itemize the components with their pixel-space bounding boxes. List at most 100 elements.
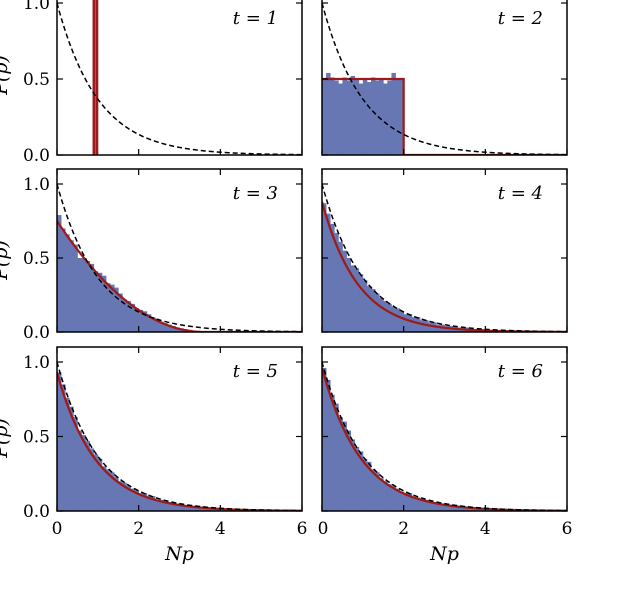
panel-t5-bar-21 — [146, 496, 156, 511]
panel-t5-bar-6 — [81, 435, 86, 511]
panel-t6-frame — [321, 346, 568, 512]
panel-t4-bar-19 — [399, 311, 405, 332]
panel-t2-bar-6 — [346, 80, 351, 155]
panel-t3-bar-25 — [159, 321, 164, 332]
panel-t4-bar-4 — [338, 241, 343, 332]
panel-t5-bar-19 — [134, 490, 140, 511]
panel-t3-bar-0 — [57, 215, 62, 332]
panel-t2-fit-curve — [322, 77, 567, 155]
panel-t6-bar-14 — [379, 478, 384, 511]
panel-t6-bar-18 — [395, 488, 400, 511]
panel-t3-bar-16 — [122, 299, 127, 332]
panel-t3-bar-27 — [167, 324, 172, 332]
panel-t2-bar-7 — [350, 75, 356, 155]
panel-t3-bar-20 — [138, 309, 144, 332]
panel-t3-bar-22 — [146, 314, 152, 332]
panel-t2-bar-8 — [354, 79, 360, 155]
panel-t3-bar-19 — [134, 308, 140, 332]
panel-t4-bar-18 — [395, 308, 400, 332]
panel-t1-plot-area — [57, 0, 302, 155]
panel-t6-bar-15 — [383, 481, 388, 511]
panel-t2-bar-19 — [399, 79, 405, 155]
panel-t6-bar-0 — [322, 367, 327, 511]
panel-t4-bar-20 — [403, 314, 413, 332]
panel-t5-plot-area — [57, 361, 302, 511]
panel-t1-ytick-label-1: 0.5 — [23, 70, 50, 90]
panel-t1-bar-0 — [92, 0, 99, 155]
panel-t5-bar-26 — [191, 506, 205, 511]
panel-t5-bar-12 — [106, 469, 111, 511]
panel-t6-xtick-label-1: 2 — [398, 519, 409, 539]
panel-t2-label: t = 2 — [498, 8, 543, 29]
panel-t5-ytick-label-0: 0.0 — [23, 502, 50, 522]
panel-t6-xtick-label-2: 4 — [480, 519, 491, 539]
panel-t2-bar-15 — [383, 83, 388, 155]
panel-t1-ytick-label-2: 1.0 — [23, 0, 50, 14]
panel-t3-bar-12 — [106, 283, 111, 332]
panel-t2-bar-3 — [334, 80, 339, 155]
panel-t6-bar-20 — [403, 493, 413, 511]
panel-t6-bar-21 — [411, 497, 421, 511]
panel-t3-bar-14 — [114, 287, 119, 332]
panel-t6-bar-3 — [334, 403, 339, 511]
panel-t3-bar-18 — [130, 303, 135, 332]
panel-t3-ytick-label-1: 0.5 — [23, 249, 50, 269]
panel-t5-bar-7 — [85, 440, 91, 511]
panel-t5-bar-3 — [69, 406, 74, 511]
panel-t2-bar-17 — [391, 72, 396, 155]
panel-t2-bar-18 — [395, 79, 400, 155]
panel-t6-bar-19 — [399, 491, 405, 511]
panel-t6-bar-17 — [391, 485, 396, 511]
panel-t4-frame — [321, 168, 568, 333]
panel-t1: 0.0 0.5 1.0 t = 1 — [23, 0, 303, 166]
panel-t3-bar-29 — [175, 327, 180, 332]
panel-t3-bar-15 — [118, 293, 123, 332]
panel-t4-bar-10 — [362, 280, 368, 332]
panel-t3-ytick-label-0: 0.0 — [23, 323, 50, 343]
panel-t6-xtick-label-3: 6 — [562, 519, 573, 539]
panel-t5-bar-0 — [57, 372, 62, 511]
panel-t4-bar-7 — [350, 265, 356, 332]
panel-t5-bar-11 — [101, 466, 107, 511]
panel-t3-bar-1 — [61, 228, 66, 332]
panel-t2-frame — [321, 0, 568, 156]
panel-t3-bar-2 — [65, 234, 70, 332]
panel-t4-bar-0 — [322, 203, 327, 332]
panel-t2-plot-area — [322, 2, 567, 155]
panel-t6-bar-11 — [366, 461, 372, 511]
panel-t3-ytick-label-2: 1.0 — [23, 175, 50, 195]
panel-t1-reference-curve — [57, 2, 302, 155]
panel-t5-bar-10 — [97, 458, 103, 511]
panel-t3-bar-5 — [77, 258, 82, 332]
y-axis-label-row-1: P(p) — [0, 55, 12, 96]
panel-t3-bar-17 — [126, 300, 131, 332]
panel-t5-bar-15 — [118, 481, 123, 511]
panel-t2-bar-13 — [375, 80, 380, 155]
panel-t3-bar-13 — [110, 284, 115, 332]
panel-t4-bar-22 — [420, 320, 429, 332]
panel-t3-label: t = 3 — [233, 183, 278, 204]
panel-t5-xtick-label-0: 0 — [52, 519, 63, 539]
panel-t4-bar-23 — [428, 322, 437, 332]
panel-t4-bar-17 — [391, 306, 396, 332]
panel-t4-bar-1 — [326, 213, 331, 332]
panel-t6-bar-7 — [350, 439, 356, 511]
panel-t5-xtick-label-3: 6 — [297, 519, 308, 539]
panel-t4-bar-16 — [387, 303, 392, 332]
panel-t5-bar-20 — [138, 493, 148, 511]
panel-t6: 0 2 4 6 t = 6 — [318, 346, 573, 539]
panel-t2-bar-9 — [358, 83, 364, 155]
panel-t3-reference-curve — [57, 183, 302, 332]
panel-t5-bar-13 — [110, 472, 115, 511]
panel-t5-bar-18 — [130, 488, 135, 511]
panel-t3-bar-26 — [163, 323, 168, 332]
panel-t6-plot-area — [322, 361, 567, 511]
panel-t3-fit-curve — [57, 220, 302, 332]
x-axis-label-left: Np — [164, 543, 194, 565]
panel-t2-bar-5 — [342, 77, 347, 155]
panel-t4-bar-5 — [342, 250, 347, 332]
panel-t6-bar-25 — [444, 505, 458, 511]
panel-t4-bar-2 — [330, 223, 335, 332]
panel-t3-bar-21 — [142, 311, 148, 332]
panel-t4-bar-14 — [379, 297, 384, 332]
